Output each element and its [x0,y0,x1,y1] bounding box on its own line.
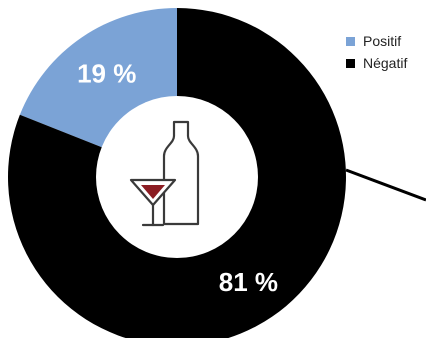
donut-hole [96,96,258,258]
callout-line [345,168,426,202]
wine-fill [141,185,165,199]
legend-swatch-positif [346,36,355,46]
legend-item-negatif: Négatif [346,52,407,74]
slice-labels: 19 % 81 % [77,59,278,297]
legend-label-negatif: Négatif [363,55,408,71]
data-label-positif: 19 % [77,59,136,89]
slice-negatif [8,8,346,343]
bottle-icon [162,120,200,226]
data-label-negatif: 81 % [219,267,278,297]
wine-glass-and-bottle-icon [129,120,200,227]
legend: Positif Négatif [346,30,407,74]
legend-swatch-negatif [346,58,355,68]
legend-label-positif: Positif [363,33,402,49]
legend-item-positif: Positif [346,30,407,52]
